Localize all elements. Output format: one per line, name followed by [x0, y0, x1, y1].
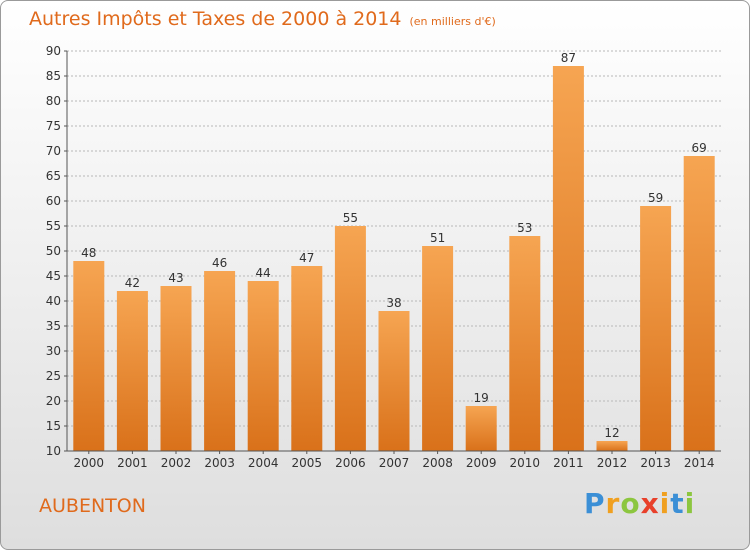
x-tick-label: 2003 — [204, 456, 235, 470]
bar — [247, 281, 279, 451]
bar — [465, 406, 497, 451]
bars — [73, 66, 715, 451]
data-label: 69 — [692, 141, 707, 155]
y-tick-label: 10 — [46, 444, 61, 458]
y-tick-label: 90 — [46, 44, 61, 58]
data-label: 51 — [430, 231, 445, 245]
axes — [64, 50, 721, 454]
bar — [291, 266, 323, 451]
bar — [683, 156, 715, 451]
chart-title: Autres Impôts et Taxes de 2000 à 2014 (en… — [29, 8, 496, 30]
y-tick-label: 65 — [46, 169, 61, 183]
y-tick-label: 25 — [46, 369, 61, 383]
title-text: Autres Impôts et Taxes de 2000 à 2014 — [29, 8, 402, 30]
x-tick-label: 2004 — [248, 456, 279, 470]
data-label: 53 — [517, 221, 532, 235]
logo-letter: P — [584, 487, 606, 520]
y-tick-label: 35 — [46, 319, 61, 333]
data-label: 48 — [81, 246, 96, 260]
logo-letter: o — [620, 487, 641, 520]
y-tick-label: 50 — [46, 244, 61, 258]
x-tick-label: 2013 — [640, 456, 671, 470]
data-label: 87 — [561, 51, 576, 65]
x-tick-label: 2009 — [466, 456, 497, 470]
labels: 10 15 20 25 30 35 40 45 50 55 60 65 70 75 80 85 90 48 2000… — [46, 44, 715, 470]
commune-name: AUBENTON — [39, 495, 146, 517]
x-tick-label: 2008 — [422, 456, 453, 470]
bar — [509, 236, 541, 451]
bar — [204, 271, 236, 451]
data-label: 59 — [648, 191, 663, 205]
bar — [422, 246, 454, 451]
y-tick-label: 45 — [46, 269, 61, 283]
chart-subtitle: (en milliers d'€) — [409, 15, 496, 28]
y-tick-label: 85 — [46, 69, 61, 83]
data-label: 38 — [386, 296, 401, 310]
logo-letter: r — [605, 487, 621, 520]
bar — [73, 261, 105, 451]
x-tick-label: 2006 — [335, 456, 366, 470]
x-tick-label: 2002 — [161, 456, 192, 470]
y-tick-label: 60 — [46, 194, 61, 208]
x-tick-label: 2005 — [292, 456, 323, 470]
y-tick-label: 15 — [46, 419, 61, 433]
data-label: 43 — [168, 271, 183, 285]
y-tick-label: 70 — [46, 144, 61, 158]
y-tick-label: 75 — [46, 119, 61, 133]
bar — [552, 66, 584, 451]
logo-letter: t — [670, 487, 685, 520]
proxiti-logo[interactable]: Proxiti — [584, 487, 695, 520]
x-tick-label: 2001 — [117, 456, 148, 470]
bar — [378, 311, 410, 451]
logo-letter: i — [684, 487, 696, 520]
data-label: 19 — [474, 391, 489, 405]
x-tick-label: 2010 — [510, 456, 541, 470]
data-label: 47 — [299, 251, 314, 265]
x-tick-label: 2007 — [379, 456, 410, 470]
y-tick-label: 80 — [46, 94, 61, 108]
data-label: 44 — [256, 266, 271, 280]
x-tick-label: 2014 — [684, 456, 715, 470]
x-tick-label: 2000 — [74, 456, 105, 470]
data-label: 46 — [212, 256, 227, 270]
logo-letter: x — [640, 487, 660, 520]
x-tick-label: 2011 — [553, 456, 584, 470]
bar — [596, 441, 628, 451]
y-tick-label: 55 — [46, 219, 61, 233]
bar — [334, 226, 366, 451]
y-tick-label: 30 — [46, 344, 61, 358]
x-tick-label: 2012 — [597, 456, 628, 470]
data-label: 55 — [343, 211, 358, 225]
data-label: 42 — [125, 276, 140, 290]
logo-letter: i — [659, 487, 671, 520]
bar — [160, 286, 192, 451]
bar — [640, 206, 672, 451]
data-label: 12 — [604, 426, 619, 440]
y-tick-label: 40 — [46, 294, 61, 308]
bar — [116, 291, 148, 451]
y-tick-label: 20 — [46, 394, 61, 408]
